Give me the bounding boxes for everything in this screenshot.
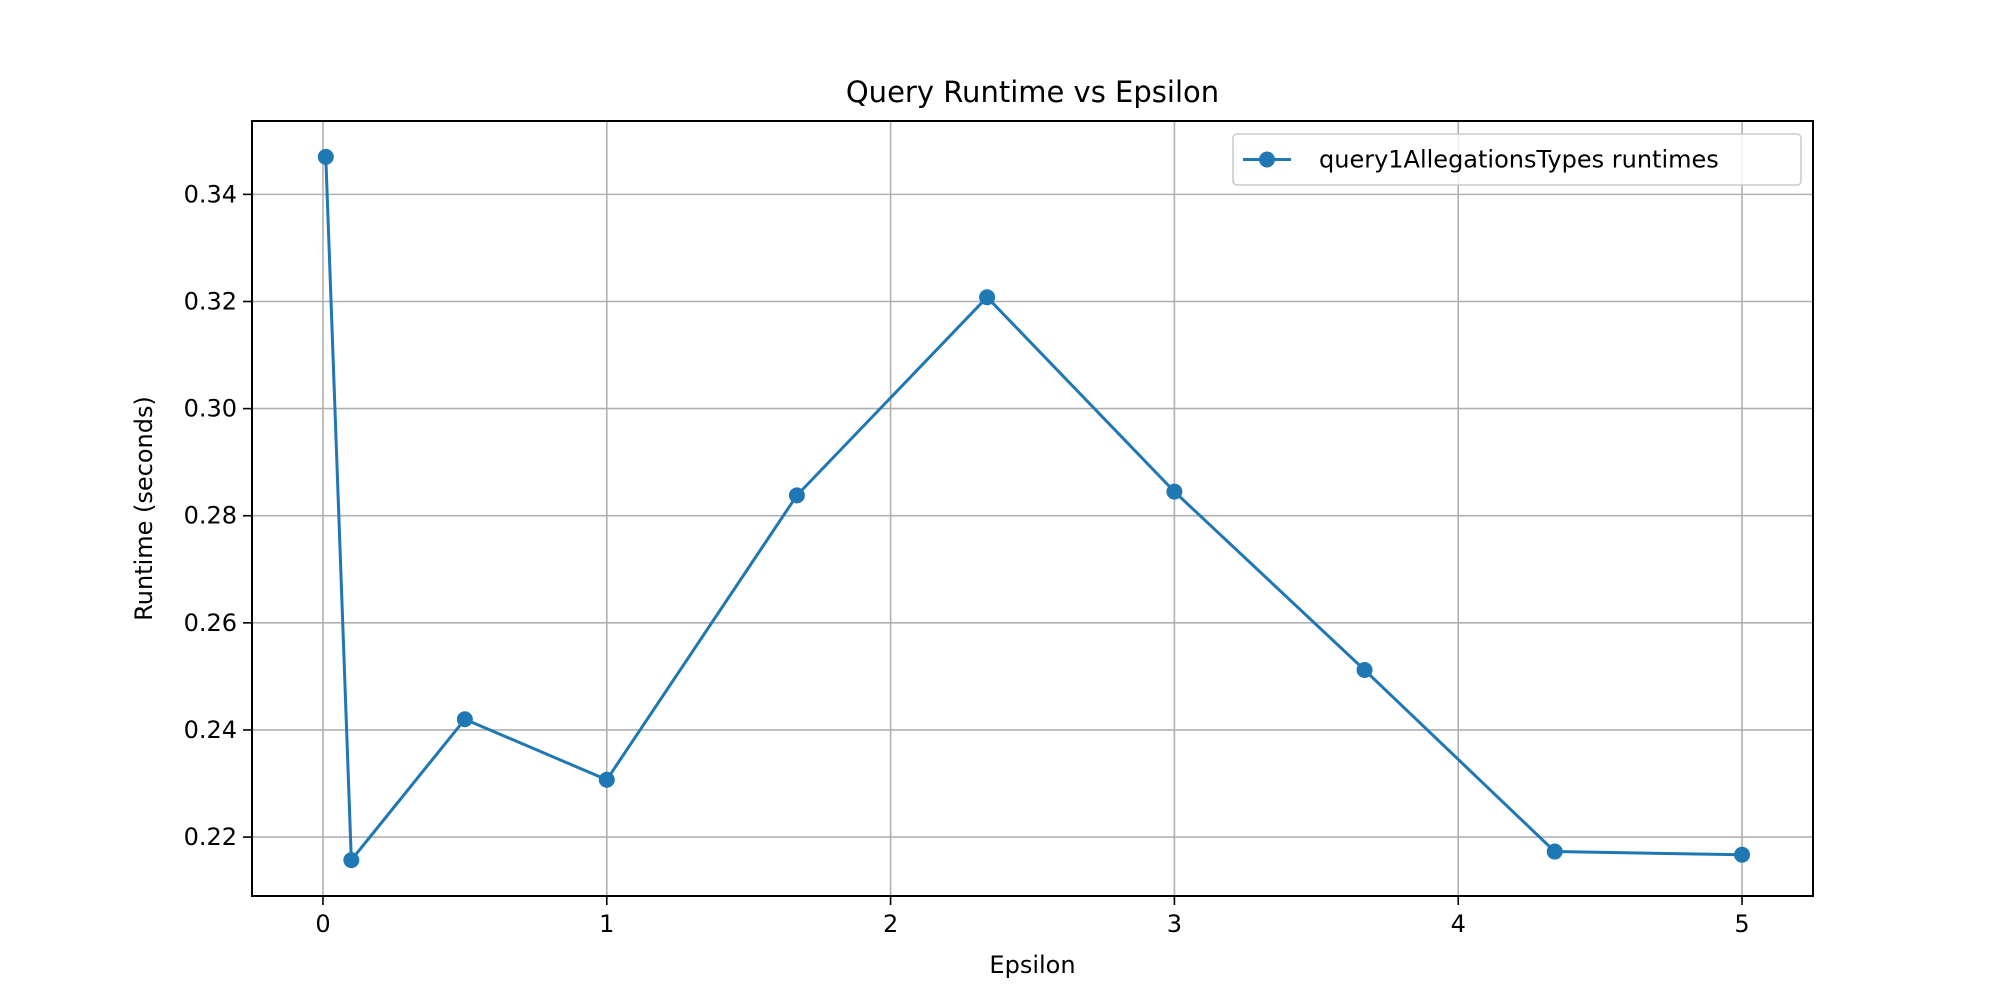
chart-title: Query Runtime vs Epsilon (846, 75, 1219, 109)
x-tick-label: 1 (599, 910, 614, 938)
y-axis-label: Runtime (seconds) (130, 396, 158, 621)
data-point (1166, 483, 1183, 500)
y-tick-label: 0.26 (184, 609, 237, 637)
x-tick-label: 2 (883, 910, 898, 938)
data-point (598, 771, 615, 788)
x-tick-label: 3 (1167, 910, 1182, 938)
data-point (788, 487, 805, 504)
data-point (1734, 846, 1751, 863)
x-tick-label: 4 (1451, 910, 1466, 938)
legend-label: query1AllegationsTypes runtimes (1319, 146, 1719, 174)
data-point (979, 289, 996, 306)
y-tick-label: 0.32 (184, 287, 237, 315)
axis-ticks: 0 1 2 3 4 5 0.22 0.24 0.26 0.28 0.30 0.32 0.34 (184, 180, 1750, 938)
y-tick-label: 0.30 (184, 395, 237, 423)
data-point (317, 148, 334, 165)
data-point (1356, 661, 1373, 678)
y-tick-label: 0.22 (184, 823, 237, 851)
x-axis-label: Epsilon (989, 951, 1075, 979)
legend-marker-swatch (1259, 151, 1275, 168)
grid-lines (252, 121, 1813, 896)
legend: query1AllegationsTypes runtimes (1232, 133, 1802, 186)
legend-box (1232, 133, 1802, 186)
y-tick-label: 0.28 (184, 502, 237, 530)
y-tick-label: 0.34 (184, 180, 237, 208)
series-layer (317, 148, 1751, 869)
y-tick-label: 0.24 (184, 716, 237, 744)
x-tick-label: 5 (1734, 910, 1749, 938)
data-point (456, 711, 473, 728)
plot-frame (251, 120, 1814, 897)
data-point (1546, 843, 1563, 860)
data-point (343, 852, 360, 869)
x-tick-label: 0 (315, 910, 330, 938)
series-line (324, 156, 1743, 862)
